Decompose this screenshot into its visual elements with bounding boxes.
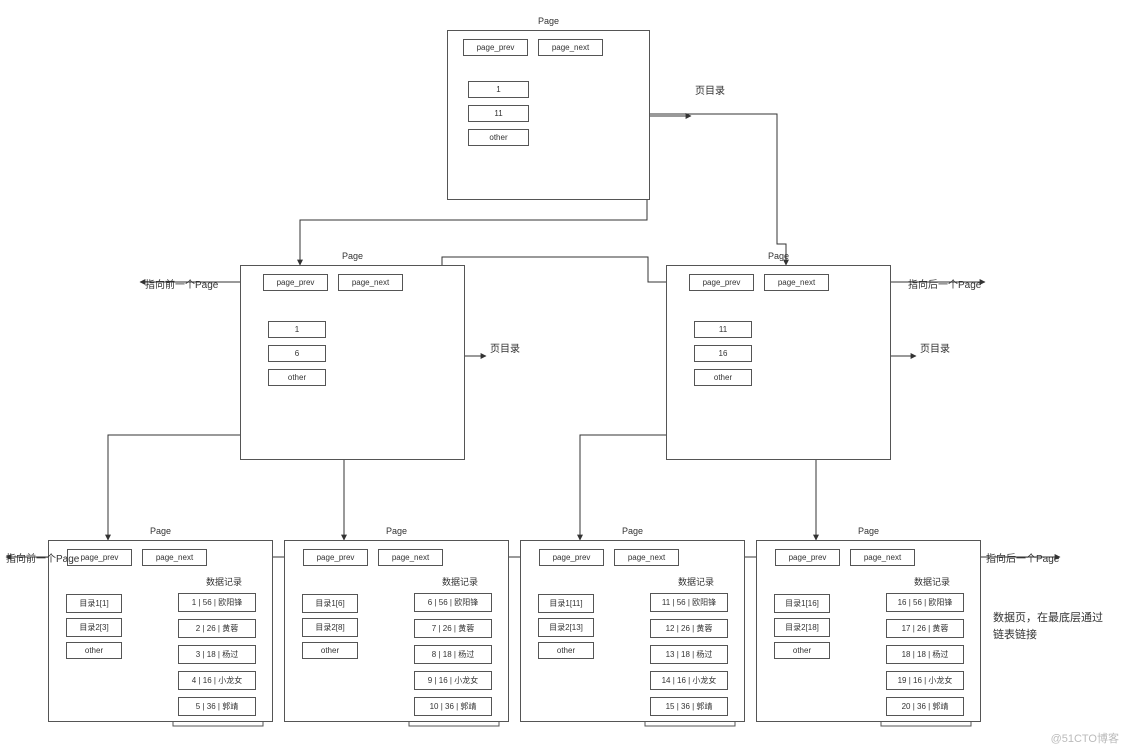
data-record: 20 | 36 | 郭靖 <box>886 697 964 716</box>
page-node: Pagepage_prevpage_next <box>240 265 465 460</box>
page-title: Page <box>757 526 980 536</box>
page-next-button: page_next <box>614 549 679 566</box>
directory-item: 目录2[13] <box>538 618 594 637</box>
directory-item: 16 <box>694 345 752 362</box>
data-record: 6 | 56 | 欧阳锋 <box>414 593 492 612</box>
pointer-next-label: 指向后一个Page <box>908 276 981 291</box>
directory-item: other <box>538 642 594 659</box>
pointer-prev-label: 指向前一个Page <box>145 276 218 291</box>
directory-item: 11 <box>694 321 752 338</box>
directory-item: 目录2[3] <box>66 618 122 637</box>
data-record: 16 | 56 | 欧阳锋 <box>886 593 964 612</box>
nav-row: page_prevpage_next <box>67 549 207 566</box>
records-title: 数据记录 <box>442 575 478 588</box>
directory-item: other <box>694 369 752 386</box>
data-record: 3 | 18 | 杨过 <box>178 645 256 664</box>
page-prev-button: page_prev <box>463 39 528 56</box>
nav-row: page_prev page_next <box>539 549 679 566</box>
page-node: Pagepage_prevpage_next <box>666 265 891 460</box>
page-prev-button: page_prev <box>775 549 840 566</box>
data-record: 1 | 56 | 欧阳锋 <box>178 593 256 612</box>
directory-label: 页目录 <box>920 340 950 355</box>
directory-item: other <box>774 642 830 659</box>
directory-item: 目录1[16] <box>774 594 830 613</box>
page-title: Page <box>448 16 649 26</box>
page-prev-button: page_prev <box>689 274 754 291</box>
page-next-button: page_next <box>850 549 915 566</box>
page-next-button: page_next <box>538 39 603 56</box>
directory-label: 页目录 <box>490 340 520 355</box>
nav-row: page_prev page_next <box>689 274 829 291</box>
page-prev-button: page_prev <box>263 274 328 291</box>
directory-item: other <box>468 129 529 146</box>
diagram-canvas: Pagepage_prevpage_next111other页目录Pagepag… <box>0 0 1125 748</box>
page-prev-button: page_prev <box>303 549 368 566</box>
directory-item: 目录2[18] <box>774 618 830 637</box>
directory-item: other <box>66 642 122 659</box>
page-title: Page <box>49 526 272 536</box>
page-next-button: page_next <box>378 549 443 566</box>
records-title: 数据记录 <box>914 575 950 588</box>
page-next-button: page_next <box>338 274 403 291</box>
page-title: Page <box>285 526 508 536</box>
data-record: 18 | 18 | 杨过 <box>886 645 964 664</box>
data-record: 11 | 56 | 欧阳锋 <box>650 593 728 612</box>
page-next-button: page_next <box>764 274 829 291</box>
data-record: 2 | 26 | 黄蓉 <box>178 619 256 638</box>
data-record: 4 | 16 | 小龙女 <box>178 671 256 690</box>
pointer-prev-label: 指向前一个Page <box>6 550 79 565</box>
page-title: Page <box>667 251 890 261</box>
data-record: 12 | 26 | 黄蓉 <box>650 619 728 638</box>
nav-row: page_prev page_next <box>775 549 915 566</box>
directory-item: other <box>268 369 326 386</box>
data-record: 14 | 16 | 小龙女 <box>650 671 728 690</box>
directory-item: other <box>302 642 358 659</box>
directory-item: 目录1[11] <box>538 594 594 613</box>
page-title: Page <box>521 526 744 536</box>
nav-row: page_prev page_next <box>303 549 443 566</box>
page-prev-button: page_prev <box>539 549 604 566</box>
directory-item: 6 <box>268 345 326 362</box>
data-record: 10 | 36 | 郭靖 <box>414 697 492 716</box>
page-next-button: page_next <box>142 549 207 566</box>
records-title: 数据记录 <box>206 575 242 588</box>
data-record: 15 | 36 | 郭靖 <box>650 697 728 716</box>
data-record: 7 | 26 | 黄蓉 <box>414 619 492 638</box>
directory-item: 目录2[8] <box>302 618 358 637</box>
nav-row: page_prev page_next <box>263 274 403 291</box>
pointer-next-label: 指向后一个Page <box>986 550 1059 565</box>
records-title: 数据记录 <box>678 575 714 588</box>
data-record: 5 | 36 | 郭靖 <box>178 697 256 716</box>
directory-item: 目录1[6] <box>302 594 358 613</box>
data-record: 13 | 18 | 杨过 <box>650 645 728 664</box>
directory-label: 页目录 <box>695 82 725 97</box>
bottom-caption: 数据页，在最底层通过链表链接 <box>993 610 1103 643</box>
directory-item: 1 <box>468 81 529 98</box>
directory-item: 目录1[1] <box>66 594 122 613</box>
data-record: 9 | 16 | 小龙女 <box>414 671 492 690</box>
directory-item: 11 <box>468 105 529 122</box>
data-record: 17 | 26 | 黄蓉 <box>886 619 964 638</box>
watermark: @51CTO博客 <box>1051 730 1119 746</box>
data-record: 19 | 16 | 小龙女 <box>886 671 964 690</box>
directory-item: 1 <box>268 321 326 338</box>
page-title: Page <box>241 251 464 261</box>
nav-row: page_prev page_next <box>463 39 603 56</box>
data-record: 8 | 18 | 杨过 <box>414 645 492 664</box>
